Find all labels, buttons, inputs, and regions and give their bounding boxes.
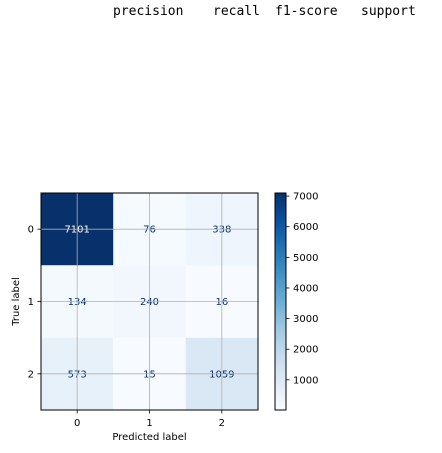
- colorbar-tick-label: 1000: [293, 375, 318, 386]
- x-axis-label: Predicted label: [112, 432, 186, 443]
- colorbar-tick-label: 3000: [293, 314, 318, 325]
- colorbar: [274, 192, 287, 411]
- matrix-ticks: 0 1 2 0 1 2: [28, 225, 225, 429]
- y-axis-label: True label: [11, 277, 22, 327]
- x-tick-label: 0: [74, 418, 80, 429]
- report-header-support: support: [361, 4, 416, 19]
- colorbar-tick-label: 6000: [293, 222, 318, 233]
- colorbar-tick-label: 4000: [293, 283, 318, 294]
- matrix-grid: [41, 193, 258, 410]
- x-tick-label: 1: [146, 418, 152, 429]
- y-tick-label: 1: [28, 297, 34, 308]
- report-header-recall: recall: [213, 4, 260, 19]
- colorbar-tick-label: 2000: [293, 345, 318, 356]
- x-tick-label: 2: [219, 418, 225, 429]
- report-header-f1-score: f1-score: [275, 4, 338, 19]
- y-tick-label: 2: [28, 369, 34, 380]
- colorbar-ticks: 1000 2000 3000 4000 5000 6000 7000: [286, 192, 318, 386]
- colorbar-tick-label: 7000: [293, 192, 318, 203]
- y-tick-label: 0: [28, 225, 34, 236]
- report-header-precision: precision: [113, 4, 184, 19]
- colorbar-tick-label: 5000: [293, 253, 318, 264]
